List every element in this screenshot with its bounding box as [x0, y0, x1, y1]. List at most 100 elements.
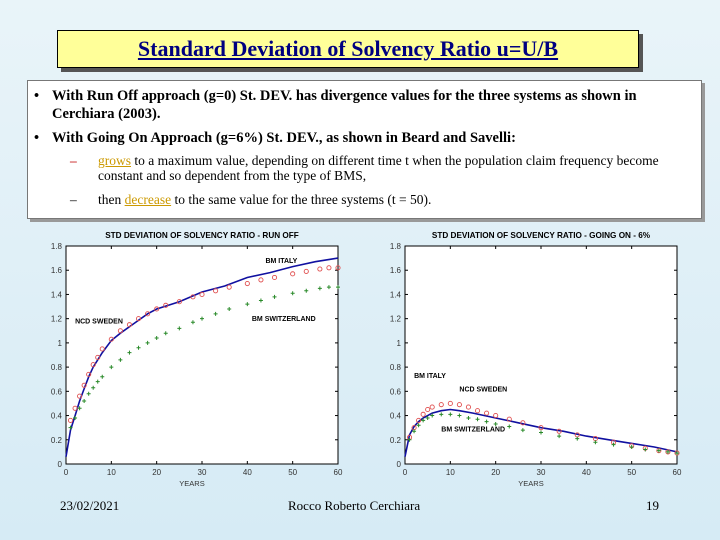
- x-tick-label: 0: [403, 468, 408, 477]
- data-point: [290, 291, 295, 296]
- y-tick-label: 0.6: [51, 387, 63, 396]
- y-tick-label: 0: [397, 460, 402, 469]
- data-point: [475, 417, 480, 422]
- data-point: [118, 357, 123, 362]
- data-point: [271, 274, 278, 281]
- data-point: [629, 445, 634, 450]
- x-tick-label: 60: [334, 468, 343, 477]
- data-point: [99, 346, 105, 352]
- data-point: [421, 418, 426, 423]
- data-point: [100, 374, 105, 379]
- data-point: [213, 288, 219, 294]
- y-tick-label: 1: [397, 339, 402, 348]
- bullet-dot-icon: •: [34, 130, 40, 146]
- data-point: [82, 399, 87, 404]
- y-tick-label: 1.4: [390, 290, 402, 299]
- series-annotation: BM SWITZERLAND: [441, 426, 505, 433]
- data-point: [145, 311, 151, 317]
- data-point: [439, 412, 444, 417]
- data-point: [675, 451, 679, 456]
- data-point: [127, 350, 132, 355]
- content-box: • With Run Off approach (g=0) St. DEV. h…: [27, 80, 702, 219]
- data-point: [457, 413, 462, 418]
- data-point: [556, 428, 562, 434]
- y-tick-label: 0.2: [51, 436, 63, 445]
- data-point: [227, 306, 232, 311]
- x-tick-label: 30: [537, 468, 546, 477]
- series-annotation: BM ITALY: [265, 258, 297, 265]
- data-point: [177, 326, 182, 331]
- y-tick-label: 0.8: [51, 363, 63, 372]
- chart-svg-going-on: STD DEVIATION OF SOLVENCY RATIO - GOING …: [390, 231, 682, 488]
- x-tick-label: 0: [64, 468, 69, 477]
- data-point: [416, 423, 421, 428]
- data-point: [109, 365, 114, 370]
- data-point: [484, 410, 490, 416]
- plot-area: [65, 245, 339, 465]
- data-point: [213, 311, 218, 316]
- data-point: [154, 336, 159, 341]
- chart-going-on: STD DEVIATION OF SOLVENCY RATIO - GOING …: [367, 222, 687, 490]
- x-tick-label: 20: [152, 468, 161, 477]
- sub-bullet-grows-rest: to a maximum value, depending on differe…: [98, 153, 659, 183]
- data-point: [67, 417, 74, 423]
- data-point: [272, 294, 277, 299]
- x-tick-label: 40: [582, 468, 591, 477]
- series-line: [404, 408, 678, 457]
- y-tick-label: 0.6: [390, 387, 402, 396]
- data-point: [438, 402, 444, 408]
- data-point: [68, 425, 73, 430]
- data-point: [77, 406, 82, 411]
- data-point: [429, 404, 435, 410]
- data-point: [412, 429, 417, 434]
- y-tick-label: 1.6: [51, 266, 63, 275]
- data-point: [86, 391, 91, 396]
- data-point: [425, 415, 430, 420]
- data-point: [136, 345, 141, 350]
- slide-title-box: Standard Deviation of Solvency Ratio u=U…: [57, 30, 639, 68]
- data-point: [416, 417, 422, 423]
- y-tick-label: 1.8: [390, 242, 402, 251]
- data-point: [335, 265, 341, 271]
- footer-author: Rocco Roberto Cerchiara: [288, 498, 421, 513]
- data-point: [199, 291, 205, 297]
- data-point: [135, 316, 142, 322]
- data-point: [493, 422, 498, 427]
- sub-bullet-decrease: – then decrease to the same value for th…: [70, 192, 693, 207]
- footer-page-number: 19: [646, 498, 659, 513]
- data-point: [303, 268, 309, 274]
- y-tick-label: 1: [58, 339, 63, 348]
- y-tick-label: 1.2: [390, 315, 402, 324]
- data-point: [665, 449, 670, 454]
- data-point: [466, 415, 471, 420]
- data-point: [539, 430, 543, 435]
- data-point: [447, 400, 453, 406]
- data-point: [326, 285, 331, 290]
- y-tick-label: 1.8: [51, 242, 63, 251]
- data-point: [190, 294, 196, 300]
- data-point: [674, 450, 680, 456]
- data-point: [73, 415, 78, 420]
- series-annotation: NCD SWEDEN: [75, 319, 123, 326]
- data-point: [420, 411, 426, 417]
- dash-icon: –: [70, 153, 77, 168]
- y-tick-label: 0.8: [390, 363, 402, 372]
- y-tick-label: 1.4: [51, 290, 63, 299]
- data-point: [258, 298, 263, 303]
- data-point: [506, 416, 512, 422]
- series-bm-italy: [404, 408, 678, 457]
- dash-icon: –: [70, 192, 77, 207]
- data-point: [656, 448, 662, 454]
- data-point: [336, 285, 340, 290]
- data-point: [593, 440, 598, 445]
- data-point: [290, 271, 296, 277]
- chart-svg-run-off: STD DEVIATION OF SOLVENCY RATIO - RUN OF…: [51, 231, 343, 488]
- bullet-dot-icon: •: [34, 88, 40, 104]
- chart-run-off: STD DEVIATION OF SOLVENCY RATIO - RUN OF…: [28, 222, 348, 490]
- sub-bullet-decrease-text: then decrease to the same value for the …: [98, 192, 431, 207]
- data-point: [176, 299, 182, 305]
- series-line: [65, 257, 339, 457]
- x-tick-label: 50: [627, 468, 636, 477]
- y-tick-label: 0: [58, 460, 63, 469]
- data-point: [200, 316, 204, 321]
